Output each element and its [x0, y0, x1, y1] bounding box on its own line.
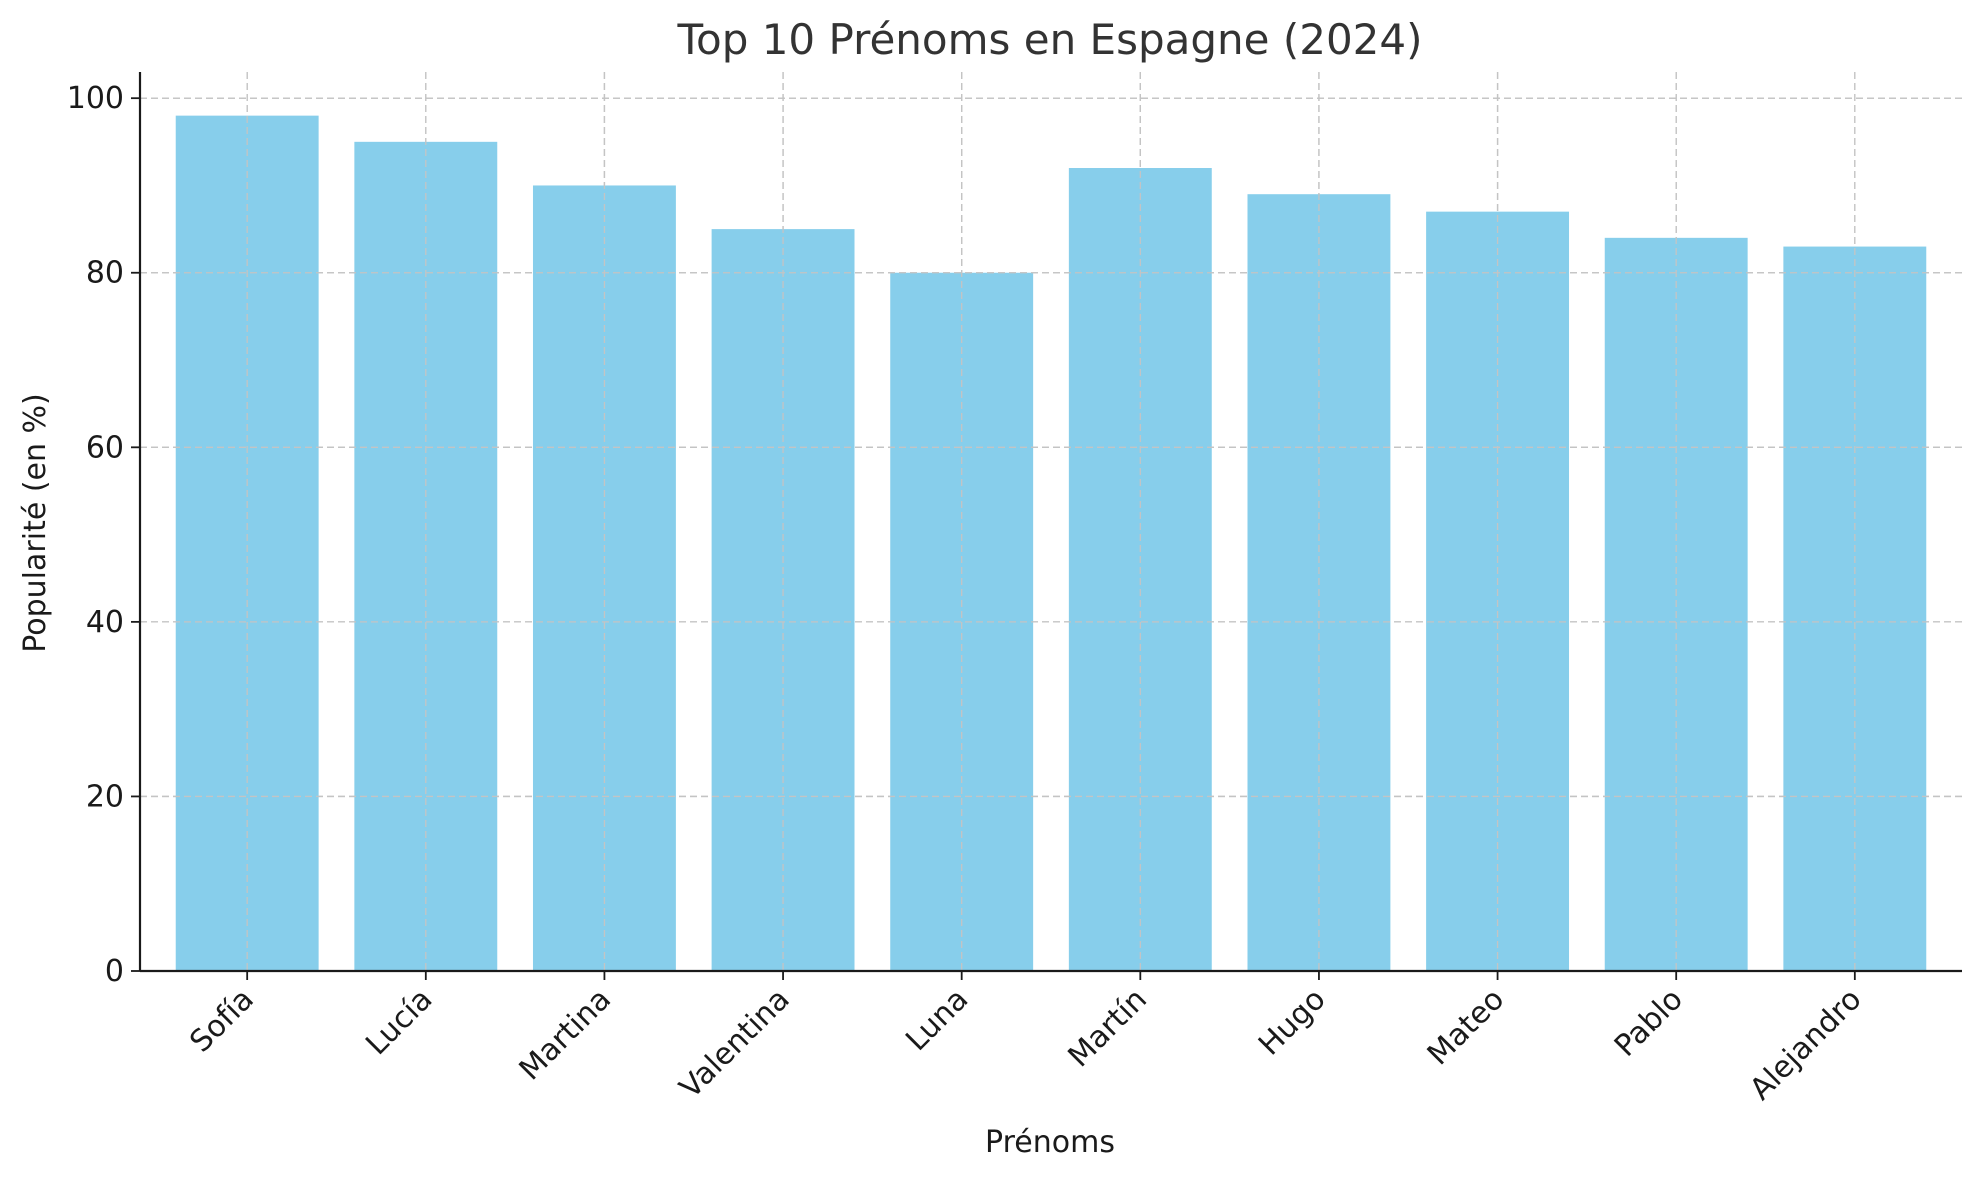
chart-title: Top 10 Prénoms en Espagne (2024) — [676, 15, 1422, 64]
y-tick-label: 20 — [86, 779, 124, 814]
y-tick-label: 80 — [86, 256, 124, 291]
x-tick-label: Alejandro — [1743, 982, 1868, 1107]
bar-sofía — [175, 115, 319, 972]
x-tick-label: Sofía — [183, 982, 261, 1060]
x-tick-label: Luna — [899, 982, 975, 1058]
x-tick-label: Hugo — [1252, 982, 1333, 1063]
x-tick-label: Martín — [1062, 982, 1154, 1074]
x-tick-label: Valentina — [673, 982, 797, 1106]
axes-layer — [138, 72, 1962, 973]
bars-layer — [140, 72, 1962, 972]
x-tick-label: Pablo — [1608, 982, 1690, 1064]
y-axis-title: Popularité (en %) — [18, 393, 53, 653]
x-tick-label: Lucía — [359, 982, 439, 1062]
bar-alejandro — [1783, 246, 1927, 971]
y-tick-label: 40 — [86, 605, 124, 640]
x-axis-title: Prénoms — [985, 1125, 1115, 1160]
y-tick-label: 60 — [86, 430, 124, 465]
y-tick-label: 100 — [67, 81, 124, 116]
x-tick-label: Martina — [513, 982, 618, 1087]
x-ticks: Sofía Lucía Martina Valentina Luna Martín Hugo… — [183, 971, 1868, 1107]
y-tick-label: 0 — [105, 954, 124, 989]
x-tick-label: Mateo — [1421, 982, 1511, 1072]
y-ticks: 0 20 40 60 80 100 — [67, 81, 140, 989]
